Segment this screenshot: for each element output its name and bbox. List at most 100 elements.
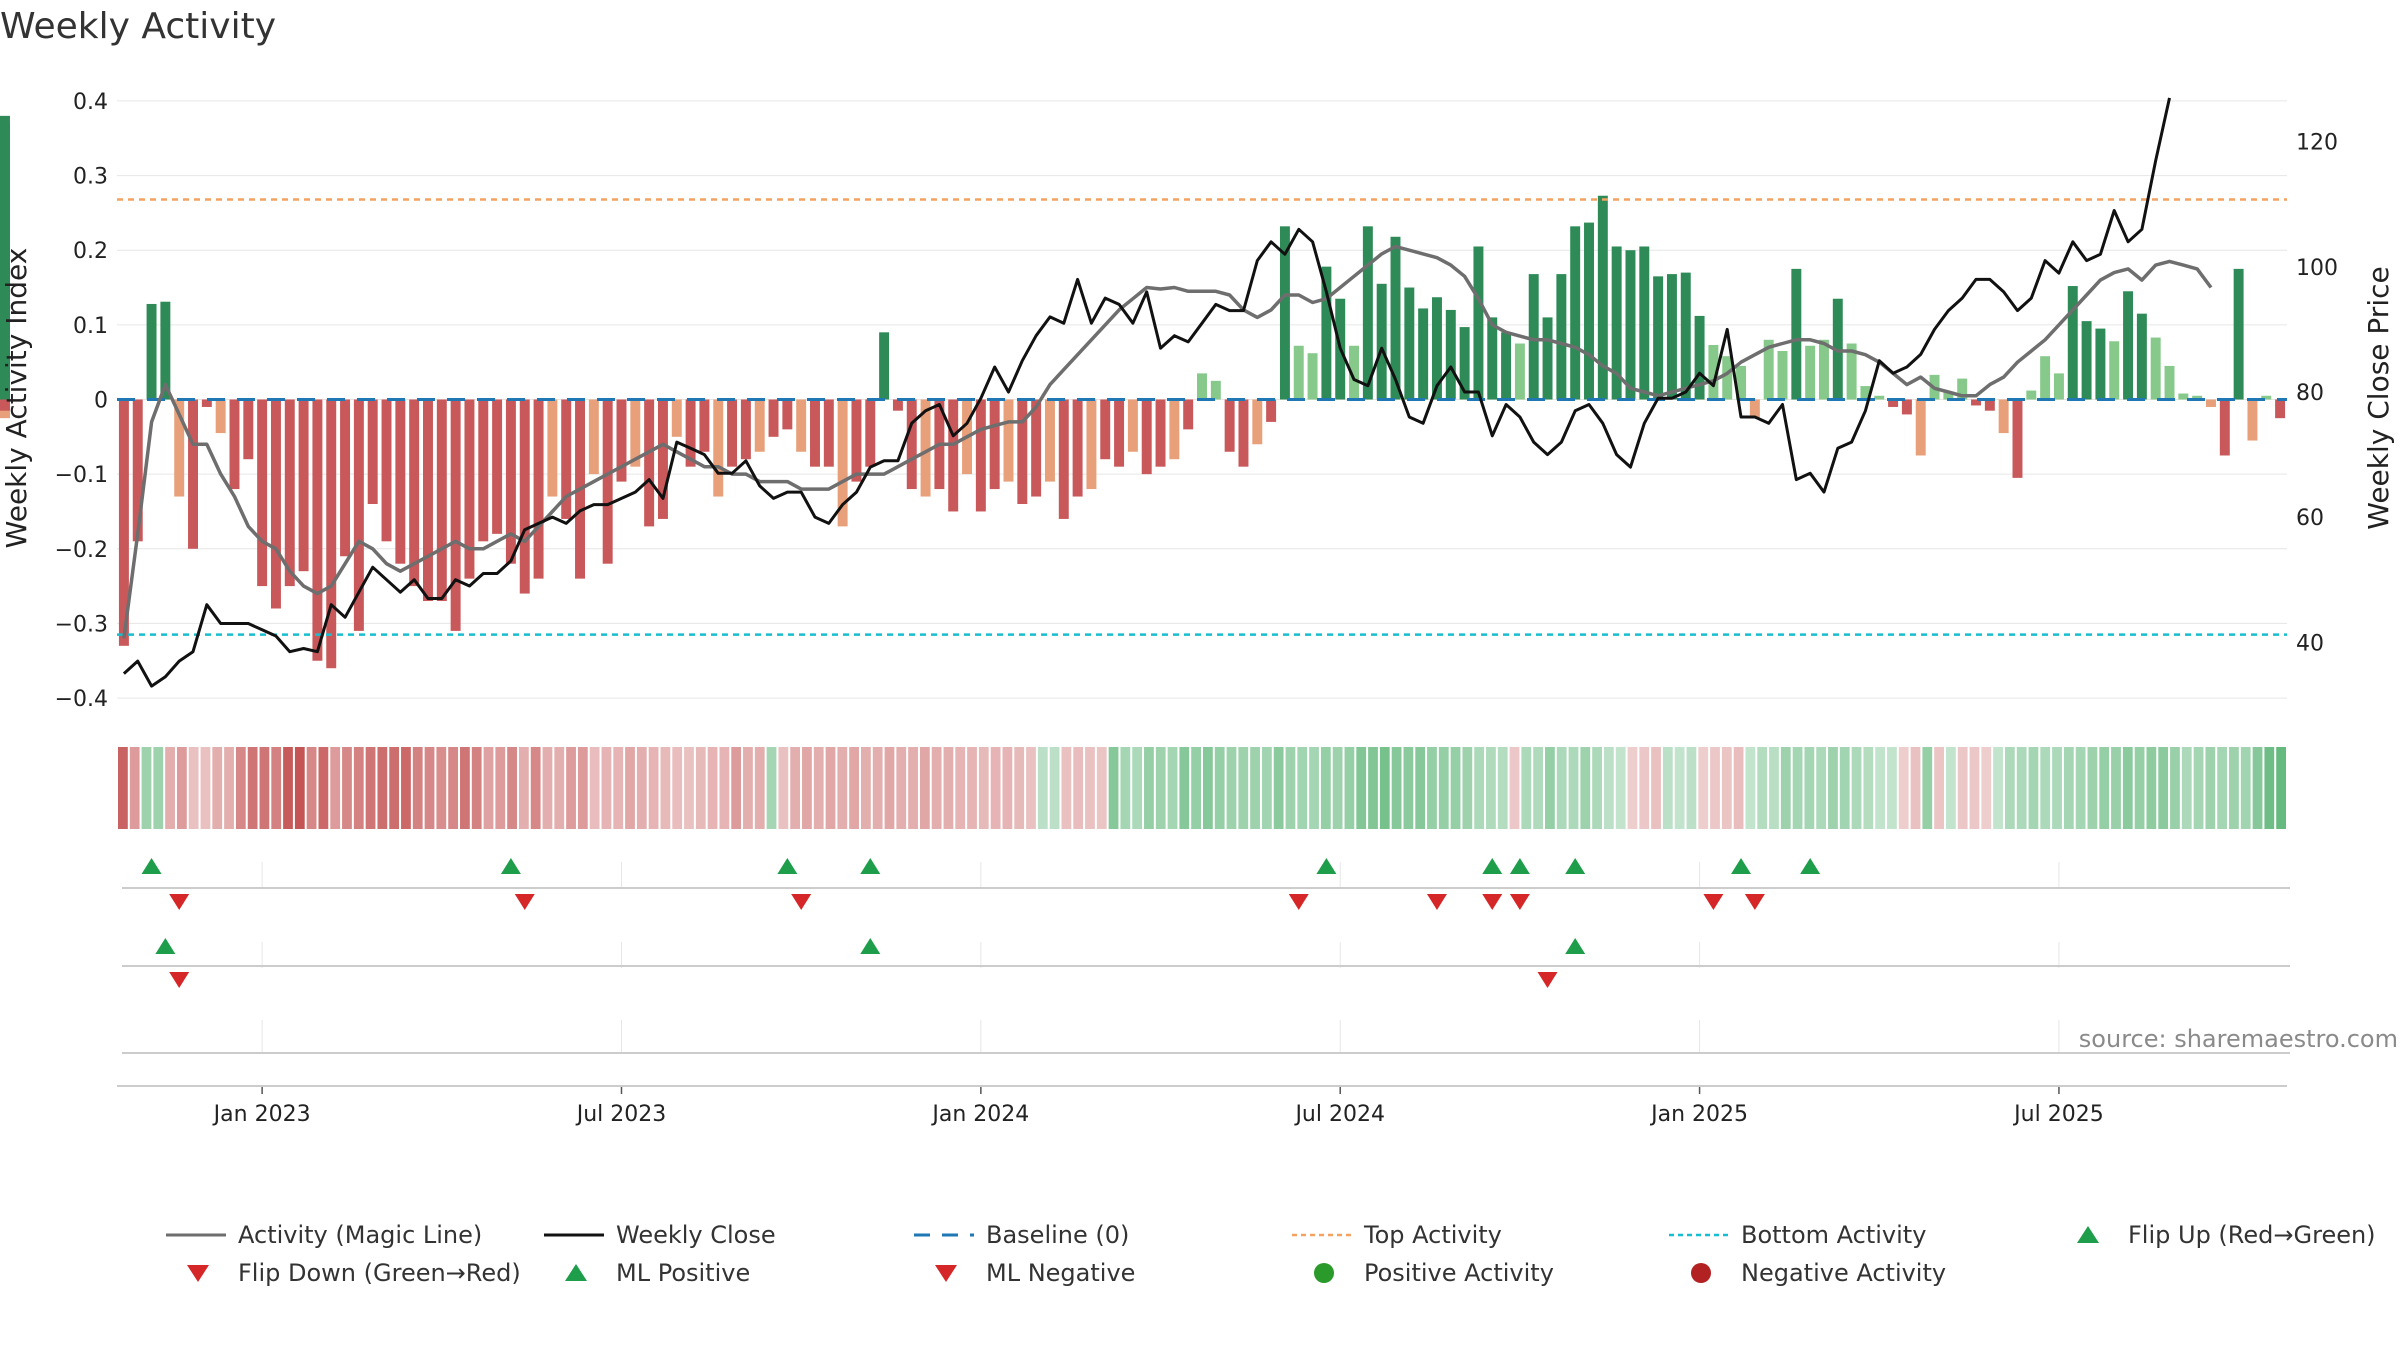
activity-bar <box>1984 399 1995 411</box>
activity-bar <box>1542 317 1553 400</box>
flip-down-marker <box>1426 894 1447 910</box>
series-lines <box>122 97 2213 688</box>
activity-bar <box>284 399 295 587</box>
heat-strip-cell <box>542 747 553 829</box>
y2-axis-ticks: 40 60 80 100 120 <box>2296 131 2338 657</box>
heat-strip-cell <box>2264 747 2275 829</box>
flip-down-marker <box>1744 894 1765 910</box>
heat-strip-cell <box>1957 747 1968 829</box>
y-tick-label: 0 <box>94 389 108 414</box>
activity-bar <box>1570 226 1581 400</box>
activity-bar <box>1058 399 1069 519</box>
heat-strip-cell <box>1662 747 1673 829</box>
heat-strip-cell <box>1568 747 1579 829</box>
legend-label: ML Negative <box>986 1259 1135 1287</box>
activity-bar <box>1763 339 1774 400</box>
ml-negative-marker <box>1537 972 1558 988</box>
heat-strip-cell <box>235 747 246 829</box>
x-tick-label: Jul 2024 <box>1293 1102 1385 1127</box>
activity-bar <box>2150 337 2161 400</box>
flip-down-marker <box>514 894 535 910</box>
heat-strip-cell <box>2111 747 2121 829</box>
activity-bar <box>879 332 890 400</box>
activity-bar <box>1528 274 1539 400</box>
heat-strip-cell <box>212 747 223 829</box>
activity-bar <box>1155 399 1166 467</box>
heat-strip-cell <box>919 747 930 829</box>
heat-strip-cell <box>247 747 258 829</box>
flip-up-marker <box>141 858 162 874</box>
legend-item: Activity (Magic Line) <box>166 1221 482 1249</box>
heat-strip-cell <box>318 747 329 829</box>
activity-bar <box>1874 395 1885 400</box>
heat-strip-cell <box>200 747 211 829</box>
activity-bar <box>478 399 489 542</box>
activity-bar <box>2053 373 2064 400</box>
heat-strip-cell <box>1745 747 1756 829</box>
activity-bar <box>1556 274 1567 400</box>
activity-bar <box>1597 195 1608 400</box>
reference-lines <box>117 198 2287 636</box>
activity-bar <box>1031 399 1042 497</box>
activity-bar <box>1998 399 2009 434</box>
heat-strip-cell <box>1710 747 1720 829</box>
heat-strip-cell <box>1061 747 1072 829</box>
y2-tick-label: 80 <box>2296 381 2324 406</box>
heat-strip-cell <box>908 747 918 829</box>
y2-tick-label: 100 <box>2296 256 2338 281</box>
legend-item: Negative Activity <box>1691 1259 1946 1287</box>
heat-strip-cell <box>648 747 659 829</box>
heat-strip-cell <box>1545 747 1555 829</box>
activity-bar <box>948 399 959 512</box>
heat-strip-cell <box>1733 747 1744 829</box>
activity-bar <box>1390 236 1401 400</box>
legend-item: Flip Down (Green→Red) <box>187 1259 521 1287</box>
activity-bar <box>1777 350 1788 400</box>
heat-strip-cell <box>1191 747 1201 829</box>
heat-strip-cell <box>1320 747 1331 829</box>
activity-bar <box>312 399 323 661</box>
activity-bar <box>1418 308 1429 400</box>
activity-bar <box>547 399 558 497</box>
heat-strip-cell <box>2028 747 2039 829</box>
heat-strip-cell <box>1769 747 1779 829</box>
activity-bar <box>1584 222 1594 400</box>
activity-bar <box>851 399 862 482</box>
magic-line <box>122 244 2213 639</box>
activity-bar <box>340 399 351 557</box>
x-tick-label: Jan 2025 <box>1649 1102 1748 1127</box>
activity-bar <box>1100 399 1111 460</box>
activity-bar <box>1653 276 1664 400</box>
y-tick-label: −0.2 <box>55 538 108 563</box>
activity-bar <box>257 399 268 587</box>
activity-bar <box>188 399 198 549</box>
heat-strip-cell <box>1427 747 1437 829</box>
activity-bar <box>1431 297 1442 400</box>
activity-bar <box>423 399 433 602</box>
heat-strip-cell <box>1238 747 1249 829</box>
legend-item: Baseline (0) <box>914 1221 1129 1249</box>
activity-bar <box>2012 399 2023 478</box>
heat-strip-cell <box>554 747 565 829</box>
heat-strip-cell <box>1096 747 1107 829</box>
flip-up-marker <box>1316 858 1337 874</box>
heat-strip-cell <box>1014 747 1025 829</box>
heat-strip-cell <box>2240 747 2251 829</box>
heat-strip-cell <box>1851 747 1862 829</box>
heat-strip-cell <box>1556 747 1567 829</box>
legend-swatch <box>1314 1263 1334 1283</box>
heat-strip-cell <box>625 747 635 829</box>
activity-bar <box>533 399 544 579</box>
activity-bar <box>768 399 779 437</box>
heat-strip-cell <box>990 747 1001 829</box>
activity-bar <box>1915 399 1926 456</box>
heat-strip-cell <box>1179 747 1190 829</box>
activity-bar <box>1252 399 1263 445</box>
ml-negative-marker <box>169 972 190 988</box>
heat-strip-cell <box>967 747 977 829</box>
heat-strip-cell <box>1250 747 1260 829</box>
heat-strip-cell <box>271 747 282 829</box>
heat-strip-cell <box>353 747 364 829</box>
activity-bar <box>796 399 807 452</box>
activity-bar <box>1708 345 1719 400</box>
